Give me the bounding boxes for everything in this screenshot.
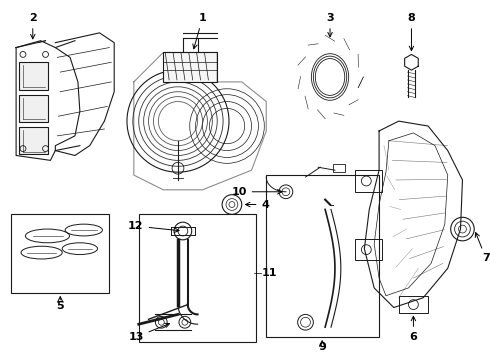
FancyBboxPatch shape (19, 127, 49, 154)
Text: 3: 3 (326, 13, 334, 37)
Bar (163, 53, 217, 82)
Text: 12: 12 (128, 221, 179, 232)
Text: 1: 1 (193, 13, 206, 49)
Text: 2: 2 (29, 13, 37, 39)
Text: 8: 8 (408, 13, 416, 50)
Text: 11: 11 (261, 268, 277, 278)
Bar (266, 175, 379, 337)
Bar (355, 170, 382, 192)
Text: 7: 7 (475, 233, 490, 264)
Bar (11, 214, 109, 293)
Text: 9: 9 (318, 342, 326, 352)
Bar (139, 214, 256, 342)
FancyBboxPatch shape (19, 95, 49, 122)
Text: 5: 5 (56, 301, 64, 311)
Text: 10: 10 (231, 187, 282, 197)
Bar (355, 239, 382, 260)
FancyBboxPatch shape (19, 62, 49, 90)
Bar (333, 164, 345, 172)
Bar (399, 296, 428, 314)
Text: 4: 4 (245, 199, 269, 210)
Text: 6: 6 (410, 316, 417, 342)
Text: 13: 13 (128, 323, 170, 342)
